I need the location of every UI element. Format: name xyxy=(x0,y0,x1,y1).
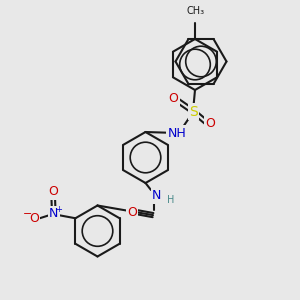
Text: O: O xyxy=(205,117,214,130)
Text: +: + xyxy=(56,205,62,214)
Text: O: O xyxy=(29,212,39,225)
Text: S: S xyxy=(189,105,198,118)
Text: NH: NH xyxy=(168,127,186,140)
Text: N: N xyxy=(152,189,162,203)
Text: O: O xyxy=(48,185,58,198)
Text: O: O xyxy=(127,206,137,219)
Text: N: N xyxy=(49,207,58,220)
Text: H: H xyxy=(167,195,175,205)
Text: O: O xyxy=(169,92,178,105)
Text: CH₃: CH₃ xyxy=(187,7,205,16)
Text: −: − xyxy=(23,209,32,219)
